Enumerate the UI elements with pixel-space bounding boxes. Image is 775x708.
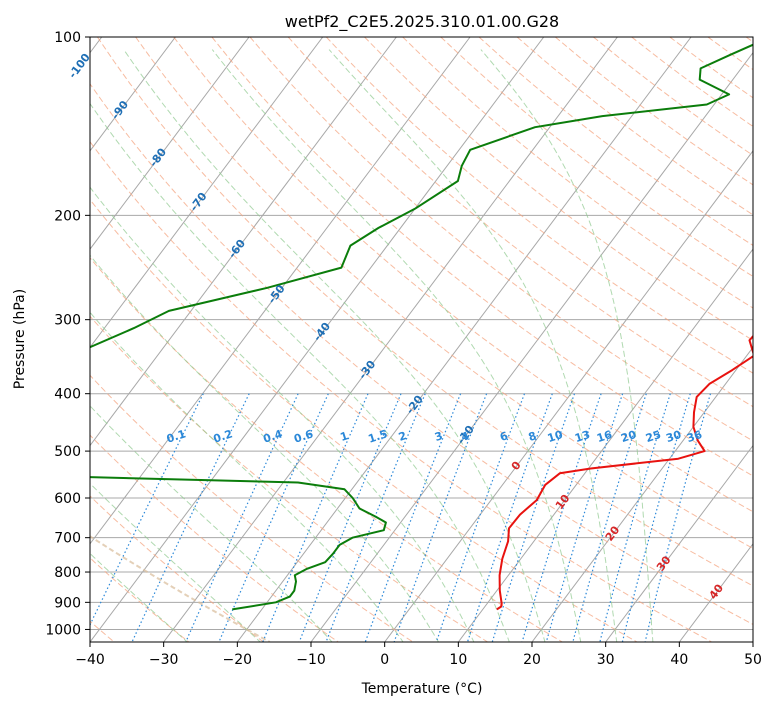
dry-adiabat-line bbox=[135, 37, 753, 550]
mixing-ratio-line bbox=[325, 393, 426, 642]
mixing-ratio-line bbox=[364, 393, 462, 642]
mixing-ratio-label: 0.2 bbox=[212, 427, 235, 445]
dry-adiabat-line bbox=[90, 198, 638, 642]
moist-adiabat-line bbox=[90, 254, 440, 642]
profile-lines bbox=[90, 43, 753, 611]
x-tick-label: −40 bbox=[75, 652, 105, 668]
isotherm-line bbox=[163, 37, 618, 642]
mixing-ratio-label: 30 bbox=[664, 428, 683, 445]
x-axis-label: Temperature (°C) bbox=[361, 681, 483, 697]
x-tick-label: −10 bbox=[296, 652, 326, 668]
y-tick-label: 700 bbox=[54, 531, 81, 547]
mixing-ratio-label: 16 bbox=[595, 428, 614, 445]
dry-adiabat-line bbox=[90, 140, 712, 642]
x-tick-label: −30 bbox=[149, 652, 179, 668]
moist-adiabat-line bbox=[90, 102, 510, 642]
mixing-ratio-label: 0.4 bbox=[262, 427, 285, 445]
mixing-ratio-label: 8 bbox=[527, 429, 538, 444]
y-tick-label: 1000 bbox=[45, 622, 81, 638]
isotherm-line bbox=[90, 37, 324, 349]
mixing-ratio-label: 0.1 bbox=[165, 427, 188, 445]
moist-adiabat-line bbox=[90, 311, 404, 642]
isotherm-line bbox=[605, 444, 753, 642]
y-tick-label: 400 bbox=[54, 387, 81, 403]
dry-adiabat-line bbox=[96, 37, 753, 587]
y-tick-label: 600 bbox=[54, 491, 81, 507]
y-axis-ticks: 100 200 300 400 500 600 700 800 900 1000 bbox=[45, 30, 90, 638]
mixing-ratio-label: 1 bbox=[339, 429, 350, 444]
x-tick-label: −20 bbox=[223, 652, 253, 668]
auxiliary-curve bbox=[90, 535, 271, 642]
mixing-ratio-label: 0.6 bbox=[292, 427, 315, 445]
temperature-profile-line bbox=[496, 334, 753, 611]
moist-adiabat-line bbox=[90, 405, 333, 642]
mixing-ratio-label: 10 bbox=[546, 428, 565, 445]
moist-adiabat-line bbox=[90, 482, 261, 642]
isotherm-line bbox=[90, 37, 471, 545]
plot-background bbox=[90, 37, 753, 642]
mixing-ratio-label: 1.5 bbox=[367, 427, 390, 445]
isotherm-line bbox=[90, 37, 397, 447]
moist-adiabat-line bbox=[90, 186, 475, 642]
x-tick-label: 50 bbox=[744, 652, 762, 668]
mixing-ratio-label: 6 bbox=[498, 429, 510, 444]
x-axis-ticks: −40 −30 −20 −10 0 10 20 30 40 50 bbox=[75, 642, 762, 668]
mixing-ratio-label: 4 bbox=[460, 429, 472, 444]
chart-title: wetPf2_C2E5.2025.310.01.00.G28 bbox=[285, 12, 559, 32]
mixing-ratio-labels: 0.1 0.2 0.4 0.6 1 1.5 2 3 4 6 8 10 13 16 20 25 30 36 bbox=[165, 427, 704, 446]
dewpoint-profile-line bbox=[90, 43, 753, 611]
moist-adiabat-line bbox=[328, 49, 618, 642]
y-tick-label: 800 bbox=[54, 565, 81, 581]
mixing-ratio-line bbox=[218, 393, 329, 642]
mixing-ratio-label: 3 bbox=[433, 429, 444, 444]
background-lines bbox=[90, 37, 753, 642]
mixing-ratio-line bbox=[521, 393, 602, 642]
isotherm-line bbox=[236, 37, 692, 642]
y-tick-label: 900 bbox=[54, 595, 81, 611]
dry-adiabat-line bbox=[90, 374, 414, 642]
mixing-ratio-label: 2 bbox=[397, 429, 408, 444]
mixing-ratio-label: 36 bbox=[685, 428, 704, 445]
mixing-ratio-line bbox=[599, 393, 671, 642]
x-tick-label: 0 bbox=[380, 652, 389, 668]
dry-adiabat-line bbox=[90, 83, 753, 625]
y-tick-label: 300 bbox=[54, 313, 81, 329]
isotherm-line bbox=[531, 346, 753, 642]
mixing-ratio-label: 25 bbox=[644, 428, 663, 445]
mixing-ratio-line bbox=[466, 393, 553, 642]
y-tick-label: 500 bbox=[54, 444, 81, 460]
mixing-ratio-line bbox=[185, 393, 299, 642]
plot-frame bbox=[89, 36, 754, 643]
isotherm-line bbox=[90, 37, 545, 642]
mixing-ratio-label: 20 bbox=[619, 428, 638, 445]
x-tick-label: 20 bbox=[523, 652, 541, 668]
y-tick-label: 100 bbox=[54, 30, 81, 46]
isotherm-line bbox=[90, 37, 250, 250]
x-tick-label: 10 bbox=[449, 652, 467, 668]
mixing-ratio-line bbox=[131, 393, 250, 642]
isotherm-line bbox=[457, 248, 753, 642]
moist-adiabat-line bbox=[123, 49, 546, 642]
mixing-ratio-line bbox=[90, 393, 204, 627]
isotherm-line bbox=[384, 150, 753, 642]
x-tick-label: 40 bbox=[670, 652, 688, 668]
isotherm-line bbox=[90, 37, 176, 152]
mixing-ratio-line bbox=[572, 393, 647, 642]
mixing-ratio-line bbox=[621, 393, 691, 642]
x-tick-label: 30 bbox=[597, 652, 615, 668]
mixing-ratio-line bbox=[491, 393, 576, 642]
y-axis-label: Pressure (hPa) bbox=[12, 289, 28, 389]
moist-adiabat-line bbox=[480, 49, 654, 642]
mixing-ratio-line bbox=[545, 393, 624, 642]
y-tick-label: 200 bbox=[54, 208, 81, 224]
dry-adiabat-line bbox=[173, 37, 753, 513]
mixing-ratio-label: 13 bbox=[573, 428, 592, 445]
